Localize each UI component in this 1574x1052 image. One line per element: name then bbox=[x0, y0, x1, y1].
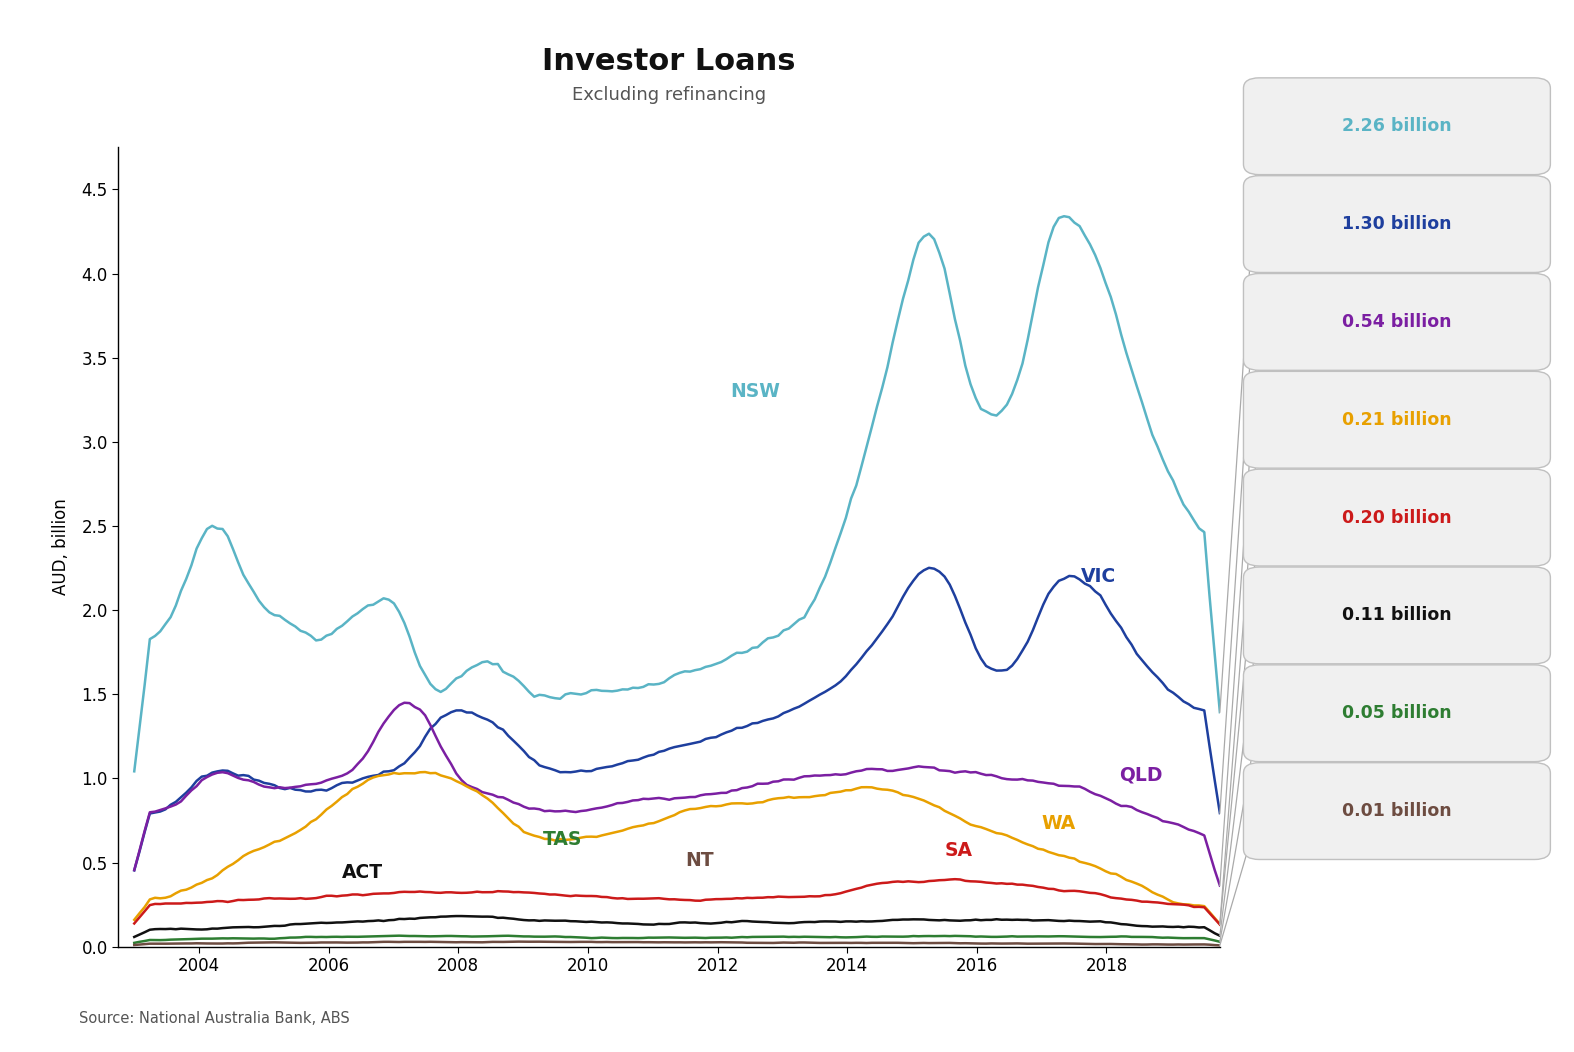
Y-axis label: AUD, billion: AUD, billion bbox=[52, 499, 71, 595]
Text: VIC: VIC bbox=[1080, 567, 1116, 586]
Text: Investor Loans: Investor Loans bbox=[541, 47, 796, 77]
Text: 0.54 billion: 0.54 billion bbox=[1343, 312, 1451, 331]
Text: 0.11 billion: 0.11 billion bbox=[1343, 606, 1451, 625]
Text: 2.26 billion: 2.26 billion bbox=[1343, 117, 1451, 136]
Text: ACT: ACT bbox=[342, 864, 382, 883]
Text: TAS: TAS bbox=[543, 830, 582, 849]
Text: NT: NT bbox=[685, 851, 713, 870]
Text: SA: SA bbox=[944, 842, 973, 861]
Text: Excluding refinancing: Excluding refinancing bbox=[571, 86, 767, 104]
Text: 0.01 billion: 0.01 billion bbox=[1343, 802, 1451, 821]
Text: 0.05 billion: 0.05 billion bbox=[1343, 704, 1451, 723]
Text: 1.30 billion: 1.30 billion bbox=[1343, 215, 1451, 234]
Text: WA: WA bbox=[1042, 814, 1077, 833]
Text: 0.20 billion: 0.20 billion bbox=[1343, 508, 1451, 527]
Text: Source: National Australia Bank, ABS: Source: National Australia Bank, ABS bbox=[79, 1011, 349, 1026]
Text: NSW: NSW bbox=[730, 382, 781, 401]
Text: QLD: QLD bbox=[1119, 766, 1163, 785]
Text: 0.21 billion: 0.21 billion bbox=[1343, 410, 1451, 429]
